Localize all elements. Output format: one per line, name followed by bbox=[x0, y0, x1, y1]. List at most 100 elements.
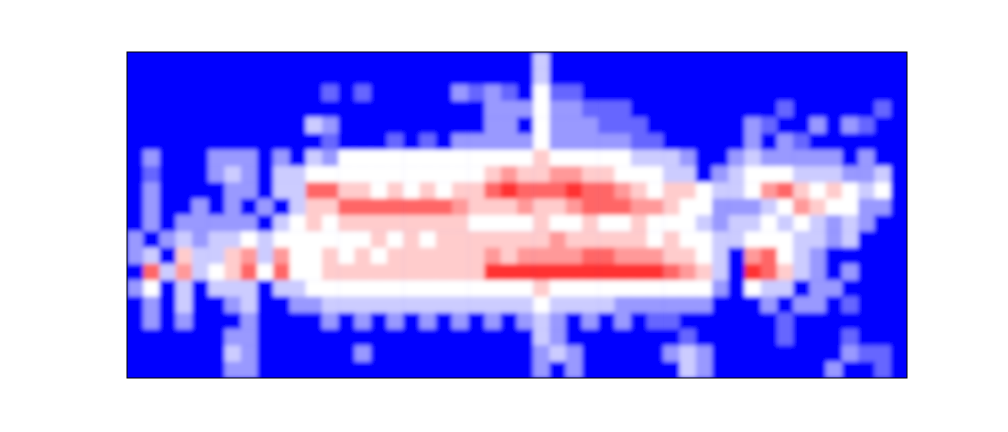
heatmap-cell bbox=[631, 117, 648, 134]
heatmap-cell bbox=[225, 362, 242, 378]
heatmap-cell bbox=[647, 231, 664, 248]
heatmap-cell bbox=[582, 52, 599, 69]
heatmap-cell bbox=[371, 329, 388, 346]
heatmap-cell bbox=[192, 329, 209, 346]
heatmap-cell bbox=[208, 85, 225, 102]
heatmap-cell bbox=[468, 68, 485, 85]
heatmap-cell bbox=[598, 166, 615, 183]
heatmap-cell bbox=[550, 134, 567, 151]
heatmap-cell bbox=[858, 264, 875, 281]
heatmap-cell bbox=[533, 345, 550, 362]
heatmap-cell bbox=[842, 264, 859, 281]
heatmap-cell bbox=[728, 231, 745, 248]
heatmap-cell bbox=[680, 280, 697, 297]
heatmap-cell bbox=[663, 231, 680, 248]
heatmap-cell bbox=[680, 101, 697, 118]
heatmap-cell bbox=[598, 313, 615, 330]
heatmap-cell bbox=[485, 85, 502, 102]
heatmap-cell bbox=[745, 52, 762, 69]
heatmap-cell bbox=[810, 362, 827, 378]
heatmap-cell bbox=[663, 313, 680, 330]
heatmap-cell bbox=[777, 150, 794, 167]
heatmap-cell bbox=[647, 101, 664, 118]
heatmap-cell bbox=[501, 264, 518, 281]
heatmap-cell bbox=[550, 85, 567, 102]
heatmap-cell bbox=[777, 329, 794, 346]
heatmap-cell bbox=[647, 150, 664, 167]
heatmap-cell bbox=[712, 85, 729, 102]
heatmap-cell bbox=[143, 68, 160, 85]
heatmap-cell bbox=[858, 101, 875, 118]
heatmap-cell bbox=[728, 150, 745, 167]
heatmap-cell bbox=[810, 166, 827, 183]
heatmap-cell bbox=[143, 101, 160, 118]
heatmap-cell bbox=[615, 345, 632, 362]
heatmap-cell bbox=[501, 117, 518, 134]
heatmap-cell bbox=[517, 85, 534, 102]
heatmap-cell bbox=[176, 313, 193, 330]
heatmap-cell bbox=[468, 166, 485, 183]
heatmap-cell bbox=[485, 134, 502, 151]
heatmap-cell bbox=[176, 215, 193, 232]
heatmap-cell bbox=[192, 134, 209, 151]
heatmap-cell bbox=[143, 117, 160, 134]
heatmap-cell bbox=[842, 345, 859, 362]
heatmap-cell bbox=[143, 313, 160, 330]
heatmap-cell bbox=[436, 150, 453, 167]
heatmap-cell bbox=[517, 150, 534, 167]
heatmap-cell bbox=[566, 134, 583, 151]
heatmap-cell bbox=[582, 313, 599, 330]
heatmap-cell bbox=[728, 199, 745, 216]
heatmap-cell bbox=[338, 134, 355, 151]
heatmap-cell bbox=[371, 313, 388, 330]
heatmap-cell bbox=[615, 117, 632, 134]
heatmap-cell bbox=[387, 166, 404, 183]
chart-root bbox=[0, 0, 1008, 432]
heatmap-cell bbox=[647, 68, 664, 85]
heatmap-cell bbox=[501, 248, 518, 265]
heatmap-cell bbox=[208, 199, 225, 216]
heatmap-cell bbox=[273, 52, 290, 69]
heatmap-cell bbox=[322, 150, 339, 167]
heatmap-cell bbox=[306, 85, 323, 102]
heatmap-cell bbox=[858, 52, 875, 69]
heatmap-cell bbox=[322, 68, 339, 85]
plot-background bbox=[127, 52, 907, 378]
heatmap-cell bbox=[403, 182, 420, 199]
heatmap-cell bbox=[712, 117, 729, 134]
heatmap-cell bbox=[631, 52, 648, 69]
heatmap-cell bbox=[403, 329, 420, 346]
heatmap-cell bbox=[241, 362, 258, 378]
heatmap-cell bbox=[322, 345, 339, 362]
heatmap-cell bbox=[858, 166, 875, 183]
heatmap-cell bbox=[403, 117, 420, 134]
heatmap-cell bbox=[257, 52, 274, 69]
heatmap-cell bbox=[306, 68, 323, 85]
heatmap-cell bbox=[290, 345, 307, 362]
heatmap-cell bbox=[598, 85, 615, 102]
heatmap-cell bbox=[712, 297, 729, 314]
heatmap-cell bbox=[550, 264, 567, 281]
heatmap-cell bbox=[696, 345, 713, 362]
heatmap-cell bbox=[208, 52, 225, 69]
heatmap-cell bbox=[403, 68, 420, 85]
heatmap-cell bbox=[842, 101, 859, 118]
heatmap-cell bbox=[160, 215, 177, 232]
heatmap-cell bbox=[550, 199, 567, 216]
heatmap-cell bbox=[322, 85, 339, 102]
heatmap-cell bbox=[663, 150, 680, 167]
heatmap-cell bbox=[257, 280, 274, 297]
heatmap-cell bbox=[598, 231, 615, 248]
heatmap-cell bbox=[826, 101, 843, 118]
heatmap-cell bbox=[160, 313, 177, 330]
heatmap-cell bbox=[533, 215, 550, 232]
heatmap-cell bbox=[485, 231, 502, 248]
heatmap-cell bbox=[468, 215, 485, 232]
heatmap-cell bbox=[810, 248, 827, 265]
heatmap-cell bbox=[745, 117, 762, 134]
heatmap-cell bbox=[355, 134, 372, 151]
heatmap-cell bbox=[647, 297, 664, 314]
heatmap-cell bbox=[680, 199, 697, 216]
heatmap-cell bbox=[793, 345, 810, 362]
heatmap-cell bbox=[615, 134, 632, 151]
